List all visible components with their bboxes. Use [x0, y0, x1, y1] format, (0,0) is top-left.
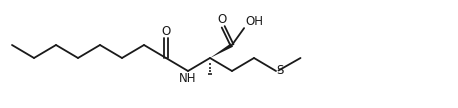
Text: NH: NH: [179, 71, 197, 84]
Text: O: O: [161, 25, 171, 37]
Text: OH: OH: [245, 15, 263, 28]
Polygon shape: [210, 43, 233, 58]
Text: O: O: [218, 13, 227, 26]
Text: S: S: [277, 64, 284, 78]
